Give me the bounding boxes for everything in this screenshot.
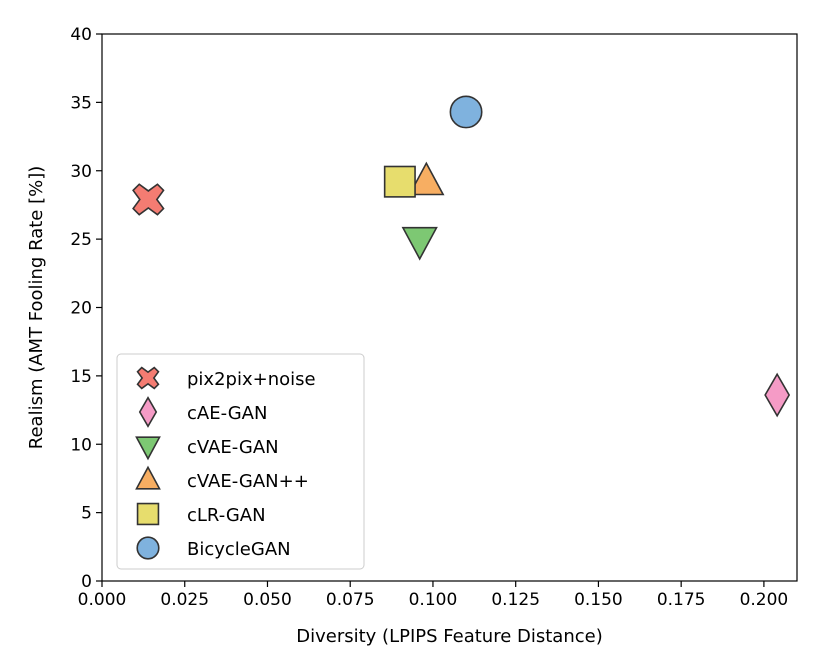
x-axis-label: Diversity (LPIPS Feature Distance) bbox=[296, 626, 602, 647]
data-point-cvae-gan bbox=[401, 226, 438, 261]
legend-marker bbox=[136, 502, 160, 526]
y-tick-label: 0 bbox=[81, 572, 92, 592]
y-tick-label: 35 bbox=[70, 93, 92, 113]
legend-box bbox=[116, 353, 365, 570]
y-tick-label: 20 bbox=[70, 299, 92, 319]
x-tick-label: 0.125 bbox=[491, 590, 540, 610]
y-axis-label: Realism (AMT Fooling Rate [%]) bbox=[26, 166, 47, 449]
legend-marker bbox=[135, 436, 161, 461]
x-tick-label: 0.200 bbox=[740, 590, 789, 610]
y-tick-label: 25 bbox=[70, 230, 92, 250]
legend: pix2pix+noise cAE-GAN cVAE-GAN cVAE-GAN++ cL… bbox=[116, 353, 365, 570]
legend-label: cLR-GAN bbox=[187, 505, 266, 526]
data-point-cvae-gan- bbox=[408, 161, 445, 196]
data-point-pix2pix-noise bbox=[132, 183, 165, 216]
data-point-clr-gan bbox=[383, 165, 416, 198]
data-point-bicyclegan bbox=[449, 95, 483, 129]
y-tick-label: 30 bbox=[70, 162, 92, 182]
legend-marker bbox=[136, 366, 160, 390]
data-points bbox=[132, 95, 791, 418]
x-tick-label: 0.075 bbox=[326, 590, 375, 610]
y-tick-label: 40 bbox=[70, 25, 92, 45]
axis-ticks: 0.000 0.025 0.050 0.075 0.100 0.125 0.150 0.175… bbox=[70, 25, 788, 610]
data-point-cae-gan bbox=[764, 372, 791, 418]
legend-label: BicycleGAN bbox=[187, 539, 291, 560]
plot-frame bbox=[101, 33, 798, 582]
x-tick-label: 0.050 bbox=[243, 590, 292, 610]
legend-label: pix2pix+noise bbox=[187, 369, 316, 390]
x-tick-label: 0.100 bbox=[409, 590, 458, 610]
y-tick-label: 15 bbox=[70, 367, 92, 387]
y-tick-label: 5 bbox=[81, 504, 92, 524]
legend-label: cVAE-GAN bbox=[187, 437, 279, 458]
legend-label: cAE-GAN bbox=[187, 403, 267, 424]
legend-marker bbox=[136, 536, 160, 560]
x-tick-label: 0.175 bbox=[657, 590, 706, 610]
x-tick-label: 0.000 bbox=[78, 590, 127, 610]
y-tick-label: 10 bbox=[70, 435, 92, 455]
x-tick-label: 0.025 bbox=[160, 590, 209, 610]
legend-marker bbox=[138, 396, 158, 428]
legend-label: cVAE-GAN++ bbox=[187, 471, 309, 492]
x-tick-label: 0.150 bbox=[574, 590, 623, 610]
legend-marker bbox=[135, 465, 161, 490]
